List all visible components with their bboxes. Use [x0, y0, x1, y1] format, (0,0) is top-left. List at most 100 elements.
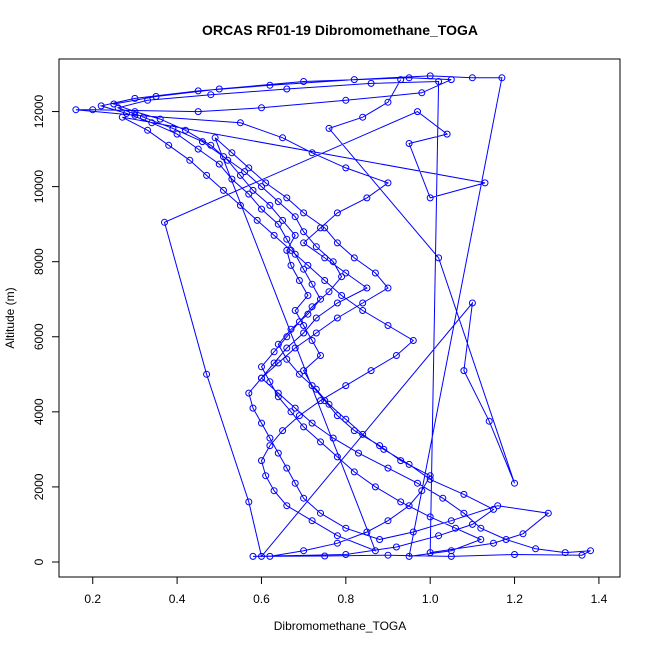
data-point: [308, 280, 316, 288]
data-point: [321, 224, 329, 232]
data-point: [329, 258, 337, 266]
data-point: [308, 149, 316, 157]
data-point: [249, 552, 257, 560]
data-point: [274, 198, 282, 206]
data-point: [511, 551, 518, 558]
data-point: [350, 468, 358, 476]
data-point: [258, 374, 265, 382]
data-point: [110, 100, 118, 108]
data-point: [245, 389, 253, 397]
data-point: [397, 498, 405, 506]
data-point: [397, 457, 405, 465]
x-tick-label: 1.4: [591, 592, 608, 606]
data-point: [333, 314, 341, 322]
x-tick-label: 0.6: [253, 592, 270, 606]
data-point: [173, 130, 181, 138]
data-point: [300, 78, 308, 85]
data-point: [342, 382, 350, 390]
data-point: [405, 552, 413, 560]
data-point: [468, 520, 476, 528]
data-point: [114, 104, 122, 112]
data-point: [359, 299, 367, 307]
data-point: [295, 412, 303, 420]
data-point: [384, 517, 392, 525]
y-tick-label: 10000: [32, 170, 46, 204]
data-point: [447, 547, 455, 555]
data-point: [215, 160, 223, 168]
data-point: [426, 549, 434, 557]
data-point: [426, 472, 434, 480]
data-point: [211, 134, 219, 142]
data-point: [245, 498, 253, 506]
data-point: [359, 113, 367, 121]
data-point: [418, 89, 426, 97]
data-point: [245, 164, 253, 172]
data-point: [270, 348, 278, 356]
data-point: [291, 250, 299, 258]
data-point: [270, 487, 278, 495]
data-point: [338, 273, 346, 281]
y-tick-label: 4000: [32, 398, 46, 425]
data-point: [161, 218, 168, 226]
data-point: [384, 284, 392, 292]
data-point: [207, 91, 215, 99]
data-point: [198, 138, 206, 146]
data-point: [452, 524, 459, 532]
data-point: [418, 487, 426, 495]
data-point: [283, 194, 291, 202]
data-point: [532, 545, 540, 553]
data-point: [376, 536, 384, 543]
data-point: [194, 87, 202, 95]
x-tick-label: 0.4: [169, 592, 186, 606]
y-tick-label: 12000: [32, 95, 46, 129]
data-point: [460, 490, 468, 498]
data-point: [308, 517, 316, 525]
chart-title: ORCAS RF01-19 Dibromomethane_TOGA: [202, 22, 478, 38]
data-point: [384, 179, 392, 187]
data-point: [152, 93, 160, 100]
data-point: [287, 261, 295, 269]
data-point: [443, 130, 451, 138]
data-point: [300, 265, 308, 273]
x-tick-label: 0.2: [84, 592, 101, 606]
data-point: [325, 124, 333, 132]
data-point: [321, 254, 329, 262]
data-point: [274, 359, 282, 367]
data-point: [350, 427, 358, 435]
data-point: [283, 464, 291, 472]
data-point: [258, 457, 265, 465]
data-point: [300, 228, 308, 236]
data-point: [325, 400, 333, 408]
data-point: [123, 109, 130, 117]
data-point: [350, 76, 358, 84]
data-point: [258, 419, 265, 427]
data-point: [409, 337, 417, 344]
data-point: [144, 96, 152, 104]
data-point: [333, 539, 341, 547]
data-point: [312, 314, 320, 322]
data-point: [409, 528, 417, 536]
data-point: [300, 239, 308, 247]
data-point: [300, 329, 308, 337]
x-tick-label: 1.0: [422, 592, 439, 606]
data-point: [266, 81, 274, 89]
data-point: [295, 277, 303, 284]
data-point: [511, 479, 518, 487]
data-point: [169, 124, 177, 132]
data-point: [203, 370, 211, 378]
data-point: [131, 111, 139, 119]
data-point: [371, 547, 379, 555]
data-point: [220, 186, 227, 194]
data-point: [241, 168, 249, 176]
data-point: [236, 119, 244, 127]
data-point: [405, 74, 413, 82]
data-point: [97, 102, 105, 110]
data-point: [321, 397, 329, 405]
data-point: [426, 475, 434, 483]
y-axis-label: Altitude (m): [3, 287, 17, 348]
data-point: [194, 108, 202, 116]
data-point: [468, 74, 476, 82]
data-point: [308, 382, 316, 390]
data-point: [561, 549, 569, 557]
data-point: [460, 367, 468, 375]
